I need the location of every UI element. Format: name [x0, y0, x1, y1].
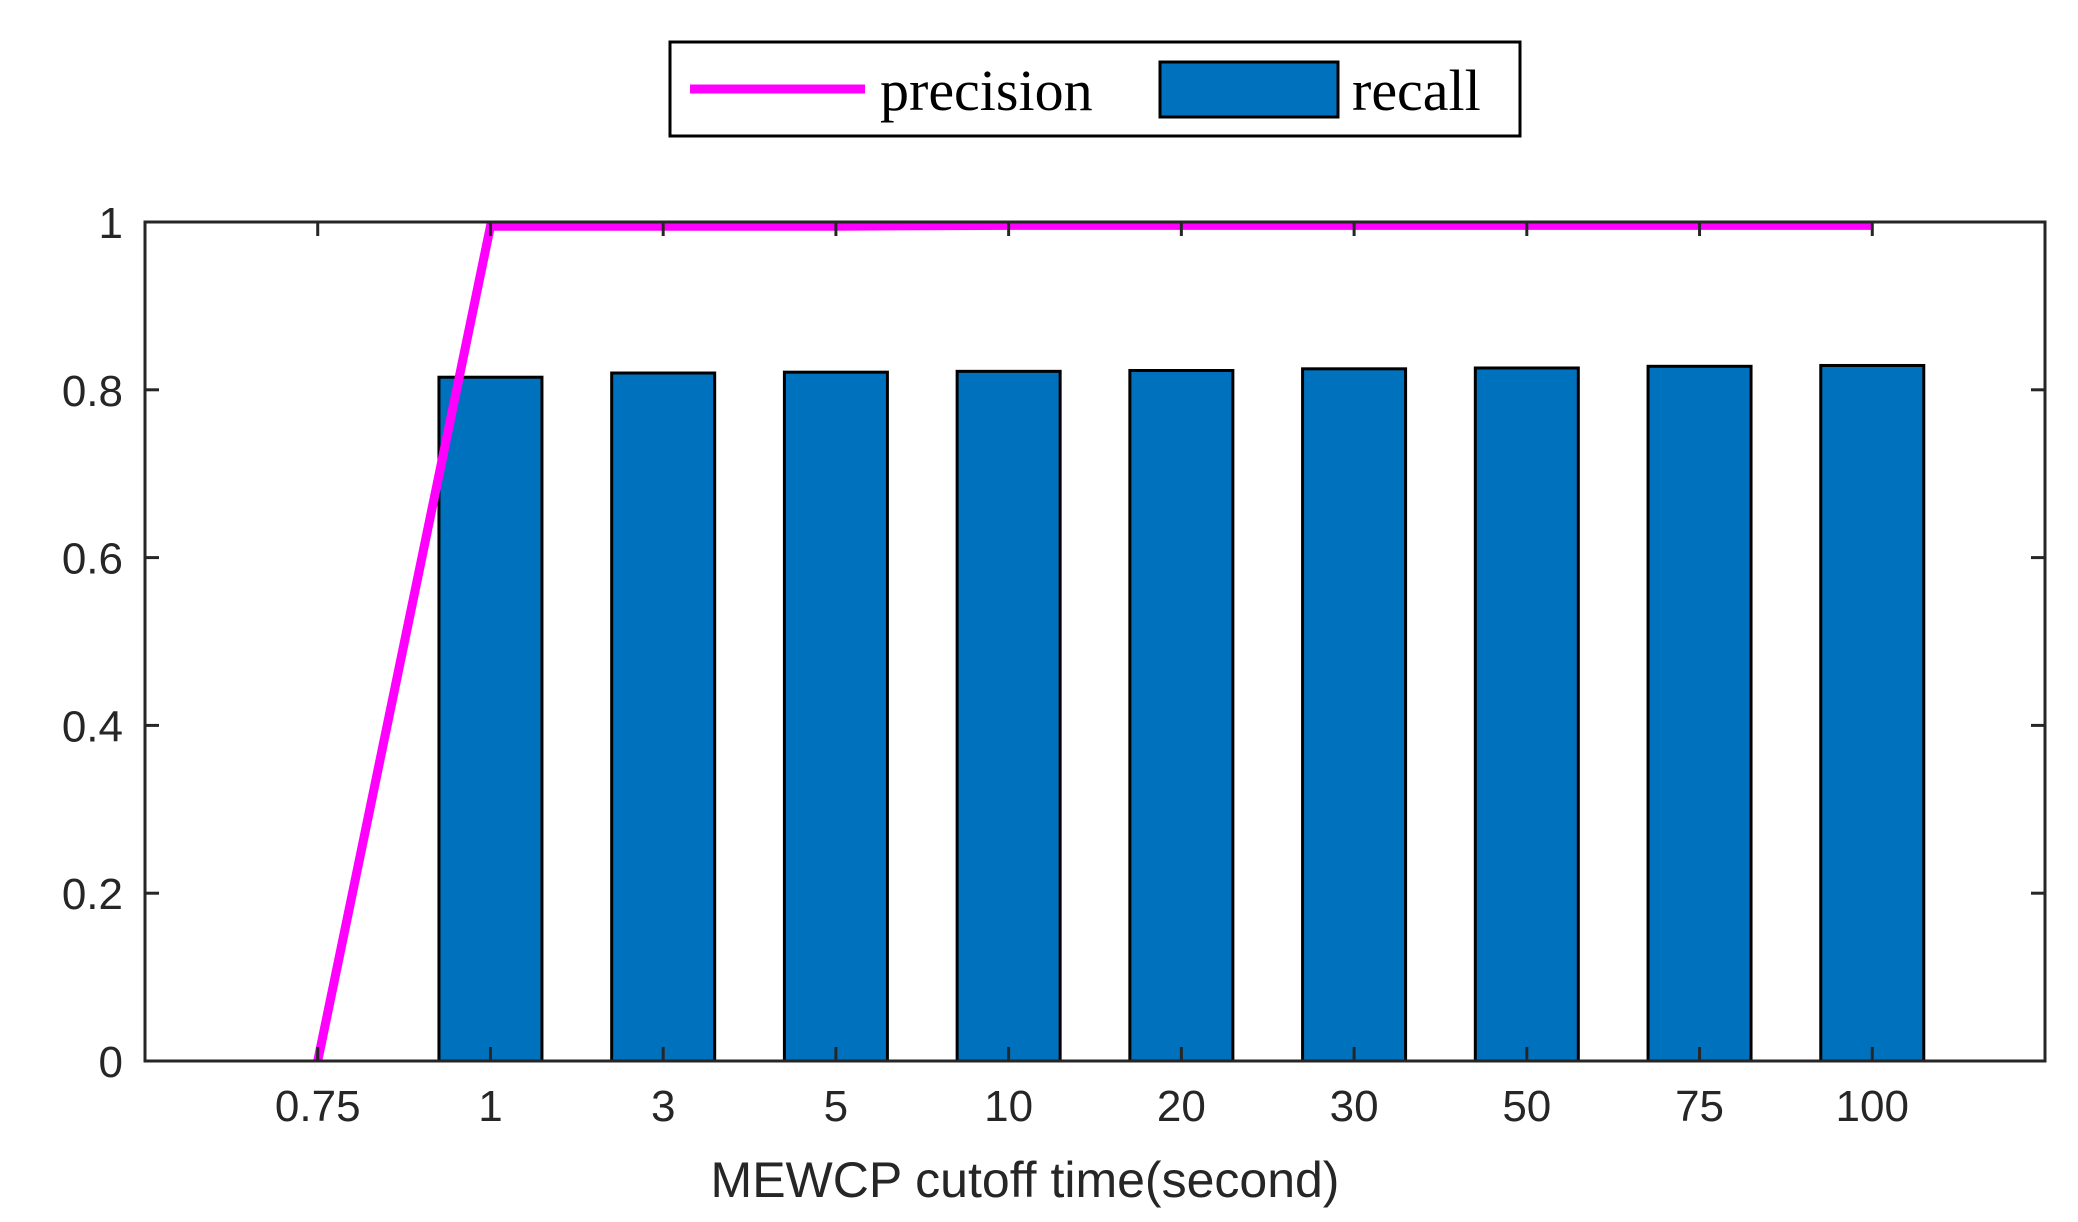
y-tick-label: 1	[99, 199, 123, 248]
line-precision	[313, 220, 1873, 1062]
bar-recall-1	[437, 375, 544, 1063]
y-tick-label: 0.6	[62, 535, 123, 584]
legend-recall-label: recall	[1352, 58, 1481, 123]
x-tick-label: 75	[1675, 1082, 1724, 1131]
y-tick-label: 0.2	[62, 870, 123, 919]
y-tick-label: 0.4	[62, 702, 123, 751]
x-tick-label: 3	[651, 1082, 675, 1131]
x-tick-label: 30	[1330, 1082, 1379, 1131]
x-tick-label: 0.75	[275, 1082, 361, 1131]
y-tick-label: 0.8	[62, 367, 123, 416]
legend: precision recall	[668, 40, 1522, 138]
x-tick-label: 100	[1836, 1082, 1909, 1131]
bar-recall-75	[1646, 364, 1753, 1063]
x-tick-label: 1	[478, 1082, 502, 1131]
bar-recall-3	[610, 371, 717, 1063]
bar-recall-100	[1819, 363, 1926, 1063]
bar-recall-20	[1128, 369, 1235, 1063]
bar-recall-5	[782, 370, 889, 1063]
axes-box	[143, 220, 2047, 1063]
x-tick-label: 10	[984, 1082, 1033, 1131]
y-tick-label: 0	[99, 1038, 123, 1087]
bar-recall-10	[955, 369, 1062, 1063]
legend-precision-label: precision	[880, 58, 1093, 123]
x-tick-label: 5	[824, 1082, 848, 1131]
x-axis-label: MEWCP cutoff time(second)	[711, 1152, 1340, 1208]
legend-recall-swatch	[1158, 60, 1340, 119]
bar-recall-30	[1301, 367, 1408, 1063]
axes: 0.75 1 3 5 10 20 30 50 75 100 0 0.2 0.4 0.6 0.8 1	[62, 199, 2047, 1131]
plot-area	[313, 220, 1926, 1063]
x-tick-label: 20	[1157, 1082, 1206, 1131]
x-tick-label: 50	[1502, 1082, 1551, 1131]
bar-recall-50	[1473, 366, 1580, 1063]
